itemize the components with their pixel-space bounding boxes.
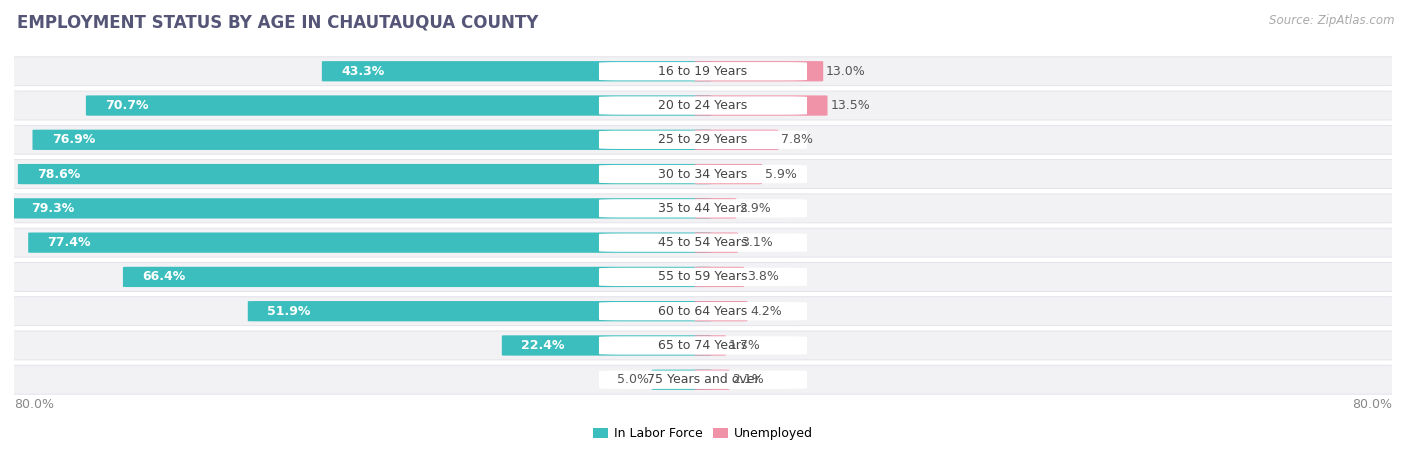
Text: 20 to 24 Years: 20 to 24 Years: [658, 99, 748, 112]
FancyBboxPatch shape: [695, 370, 730, 390]
Text: 79.3%: 79.3%: [31, 202, 75, 215]
FancyBboxPatch shape: [695, 267, 744, 287]
FancyBboxPatch shape: [695, 336, 725, 355]
FancyBboxPatch shape: [695, 198, 737, 218]
Text: 13.0%: 13.0%: [825, 65, 866, 78]
Text: 3.1%: 3.1%: [741, 236, 772, 249]
Text: 80.0%: 80.0%: [14, 398, 53, 410]
FancyBboxPatch shape: [599, 268, 807, 286]
Text: 5.0%: 5.0%: [617, 373, 650, 386]
FancyBboxPatch shape: [4, 194, 1402, 223]
Text: 3.8%: 3.8%: [747, 271, 779, 283]
FancyBboxPatch shape: [247, 301, 711, 321]
FancyBboxPatch shape: [28, 233, 711, 253]
Text: 66.4%: 66.4%: [142, 271, 186, 283]
FancyBboxPatch shape: [599, 165, 807, 183]
FancyBboxPatch shape: [322, 61, 711, 81]
FancyBboxPatch shape: [4, 365, 1402, 394]
FancyBboxPatch shape: [4, 262, 1402, 291]
Legend: In Labor Force, Unemployed: In Labor Force, Unemployed: [588, 423, 818, 446]
FancyBboxPatch shape: [599, 336, 807, 354]
Text: 16 to 19 Years: 16 to 19 Years: [658, 65, 748, 78]
Text: 65 to 74 Years: 65 to 74 Years: [658, 339, 748, 352]
FancyBboxPatch shape: [695, 233, 738, 253]
FancyBboxPatch shape: [695, 61, 824, 81]
FancyBboxPatch shape: [4, 160, 1402, 189]
Text: 60 to 64 Years: 60 to 64 Years: [658, 305, 748, 318]
FancyBboxPatch shape: [4, 331, 1402, 360]
Text: 30 to 34 Years: 30 to 34 Years: [658, 168, 748, 180]
FancyBboxPatch shape: [599, 199, 807, 217]
FancyBboxPatch shape: [599, 234, 807, 252]
FancyBboxPatch shape: [599, 131, 807, 149]
FancyBboxPatch shape: [11, 198, 711, 218]
FancyBboxPatch shape: [599, 97, 807, 115]
Text: 55 to 59 Years: 55 to 59 Years: [658, 271, 748, 283]
FancyBboxPatch shape: [4, 125, 1402, 154]
Text: 35 to 44 Years: 35 to 44 Years: [658, 202, 748, 215]
Text: 1.7%: 1.7%: [728, 339, 761, 352]
Text: 25 to 29 Years: 25 to 29 Years: [658, 133, 748, 146]
Text: 45 to 54 Years: 45 to 54 Years: [658, 236, 748, 249]
FancyBboxPatch shape: [4, 57, 1402, 86]
FancyBboxPatch shape: [4, 228, 1402, 257]
Text: 4.2%: 4.2%: [751, 305, 782, 318]
FancyBboxPatch shape: [695, 301, 748, 321]
FancyBboxPatch shape: [86, 96, 711, 115]
Text: 51.9%: 51.9%: [267, 305, 311, 318]
FancyBboxPatch shape: [695, 96, 828, 115]
Text: 43.3%: 43.3%: [342, 65, 384, 78]
FancyBboxPatch shape: [18, 164, 711, 184]
Text: 78.6%: 78.6%: [37, 168, 80, 180]
Text: 2.9%: 2.9%: [740, 202, 770, 215]
Text: 76.9%: 76.9%: [52, 133, 96, 146]
Text: 22.4%: 22.4%: [522, 339, 565, 352]
Text: Source: ZipAtlas.com: Source: ZipAtlas.com: [1270, 14, 1395, 27]
FancyBboxPatch shape: [599, 62, 807, 80]
Text: 2.1%: 2.1%: [733, 373, 763, 386]
FancyBboxPatch shape: [122, 267, 711, 287]
FancyBboxPatch shape: [32, 130, 711, 150]
Text: 13.5%: 13.5%: [831, 99, 870, 112]
Text: 75 Years and over: 75 Years and over: [647, 373, 759, 386]
Text: 7.8%: 7.8%: [782, 133, 813, 146]
FancyBboxPatch shape: [4, 297, 1402, 326]
FancyBboxPatch shape: [599, 371, 807, 389]
FancyBboxPatch shape: [4, 91, 1402, 120]
FancyBboxPatch shape: [651, 370, 711, 390]
FancyBboxPatch shape: [502, 336, 711, 355]
Text: 5.9%: 5.9%: [765, 168, 797, 180]
FancyBboxPatch shape: [695, 164, 762, 184]
Text: EMPLOYMENT STATUS BY AGE IN CHAUTAUQUA COUNTY: EMPLOYMENT STATUS BY AGE IN CHAUTAUQUA C…: [17, 14, 538, 32]
FancyBboxPatch shape: [695, 130, 779, 150]
Text: 70.7%: 70.7%: [105, 99, 149, 112]
Text: 80.0%: 80.0%: [1353, 398, 1392, 410]
Text: 77.4%: 77.4%: [48, 236, 91, 249]
FancyBboxPatch shape: [599, 302, 807, 320]
